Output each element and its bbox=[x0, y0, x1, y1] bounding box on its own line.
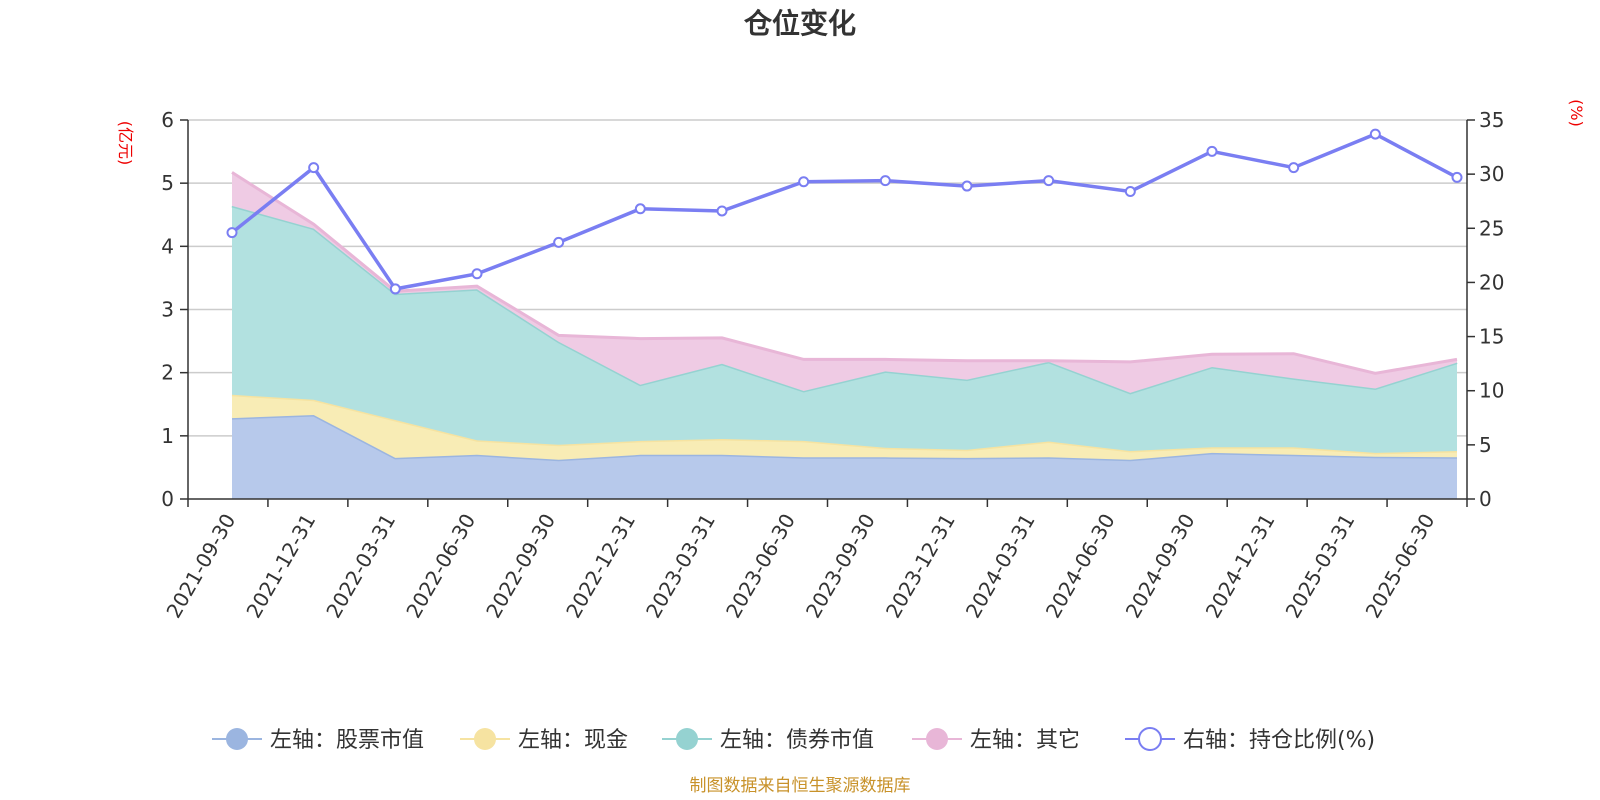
legend-marker bbox=[226, 728, 248, 750]
x-tick-label: 2022-09-30 bbox=[481, 510, 560, 623]
legend-label: 左轴：其它 bbox=[970, 728, 1080, 753]
legend-marker bbox=[926, 728, 948, 750]
ratio-point bbox=[553, 236, 565, 248]
legend-label: 左轴：股票市值 bbox=[270, 728, 424, 753]
legend-item[interactable]: 右轴：持仓比例(%) bbox=[1125, 727, 1375, 753]
right-tick-label: 0 bbox=[1479, 487, 1492, 511]
right-tick-label: 10 bbox=[1479, 379, 1504, 403]
right-axis-unit: (%) bbox=[1567, 99, 1586, 127]
ratio-point bbox=[226, 227, 238, 239]
ratio-point bbox=[634, 203, 646, 215]
right-tick-label: 5 bbox=[1479, 433, 1492, 457]
left-tick-label: 0 bbox=[161, 487, 174, 511]
left-tick-label: 6 bbox=[161, 108, 174, 132]
area-series-edge bbox=[231, 171, 1458, 375]
x-tick-label: 2023-09-30 bbox=[801, 510, 880, 623]
legend-marker bbox=[474, 728, 496, 750]
area-series bbox=[232, 394, 1457, 460]
area-series bbox=[232, 205, 1457, 453]
chart-title: 仓位变化 bbox=[744, 7, 856, 40]
legend-item[interactable]: 左轴：其它 bbox=[912, 728, 1080, 753]
x-tick-label: 2023-12-31 bbox=[881, 510, 960, 623]
legend: 左轴：股票市值 左轴：现金 左轴：债券市值 左轴：其它 右轴：持仓比例(%) bbox=[212, 727, 1375, 753]
legend-item[interactable]: 左轴：债券市值 bbox=[662, 728, 874, 753]
stacked-areas bbox=[231, 171, 1458, 499]
x-tick-label: 2023-06-30 bbox=[721, 510, 800, 623]
left-tick-label: 3 bbox=[161, 298, 174, 322]
left-axis-unit: (亿元) bbox=[116, 121, 135, 166]
right-tick-label: 15 bbox=[1479, 325, 1504, 349]
legend-marker bbox=[676, 728, 698, 750]
x-tick-label: 2022-03-31 bbox=[321, 510, 400, 623]
source-note: 制图数据来自恒生聚源数据库 bbox=[690, 776, 911, 796]
x-tick-label: 2025-06-30 bbox=[1360, 510, 1439, 623]
right-tick-label: 35 bbox=[1479, 108, 1504, 132]
ratio-point bbox=[879, 175, 891, 187]
x-tick-label: 2022-06-30 bbox=[401, 510, 480, 623]
x-tick-label: 2021-09-30 bbox=[161, 510, 240, 623]
x-tick-label: 2021-12-31 bbox=[241, 510, 320, 623]
ratio-point bbox=[798, 176, 810, 188]
x-tick-label: 2022-12-31 bbox=[561, 510, 640, 623]
area-series bbox=[232, 415, 1457, 499]
legend-label: 左轴：债券市值 bbox=[720, 728, 874, 753]
x-tick-label: 2024-09-30 bbox=[1121, 510, 1200, 623]
ratio-point bbox=[1206, 145, 1218, 157]
legend-item[interactable]: 左轴：现金 bbox=[460, 728, 628, 753]
left-tick-label: 4 bbox=[161, 234, 174, 258]
left-tick-label: 5 bbox=[161, 171, 174, 195]
legend-label: 左轴：现金 bbox=[518, 728, 628, 753]
right-tick-label: 20 bbox=[1479, 270, 1504, 294]
x-tick-label: 2025-03-31 bbox=[1281, 510, 1360, 623]
x-tick-label: 2024-03-31 bbox=[961, 510, 1040, 623]
x-tick-label: 2024-06-30 bbox=[1041, 510, 1120, 623]
right-tick-label: 25 bbox=[1479, 216, 1504, 240]
ratio-point bbox=[308, 162, 320, 174]
left-tick-label: 1 bbox=[161, 424, 174, 448]
ratio-point bbox=[471, 268, 483, 280]
ratio-point bbox=[1043, 175, 1055, 187]
ratio-line-path bbox=[230, 132, 1458, 291]
ratio-point bbox=[961, 180, 973, 192]
x-tick-label: 2024-12-31 bbox=[1201, 510, 1280, 623]
legend-label: 右轴：持仓比例(%) bbox=[1183, 728, 1375, 753]
legend-item[interactable]: 左轴：股票市值 bbox=[212, 728, 424, 753]
x-tick-label: 2023-03-31 bbox=[641, 510, 720, 623]
right-tick-label: 30 bbox=[1479, 162, 1504, 186]
ratio-point bbox=[389, 283, 401, 295]
left-tick-label: 2 bbox=[161, 361, 174, 385]
ratio-point bbox=[1451, 171, 1463, 183]
legend-marker bbox=[1138, 727, 1162, 751]
ratio-point bbox=[1124, 185, 1136, 197]
ratio-point bbox=[1369, 128, 1381, 140]
ratio-point bbox=[716, 205, 728, 217]
ratio-point bbox=[1288, 162, 1300, 174]
area-series bbox=[232, 172, 1457, 393]
ratio-line bbox=[226, 128, 1463, 295]
